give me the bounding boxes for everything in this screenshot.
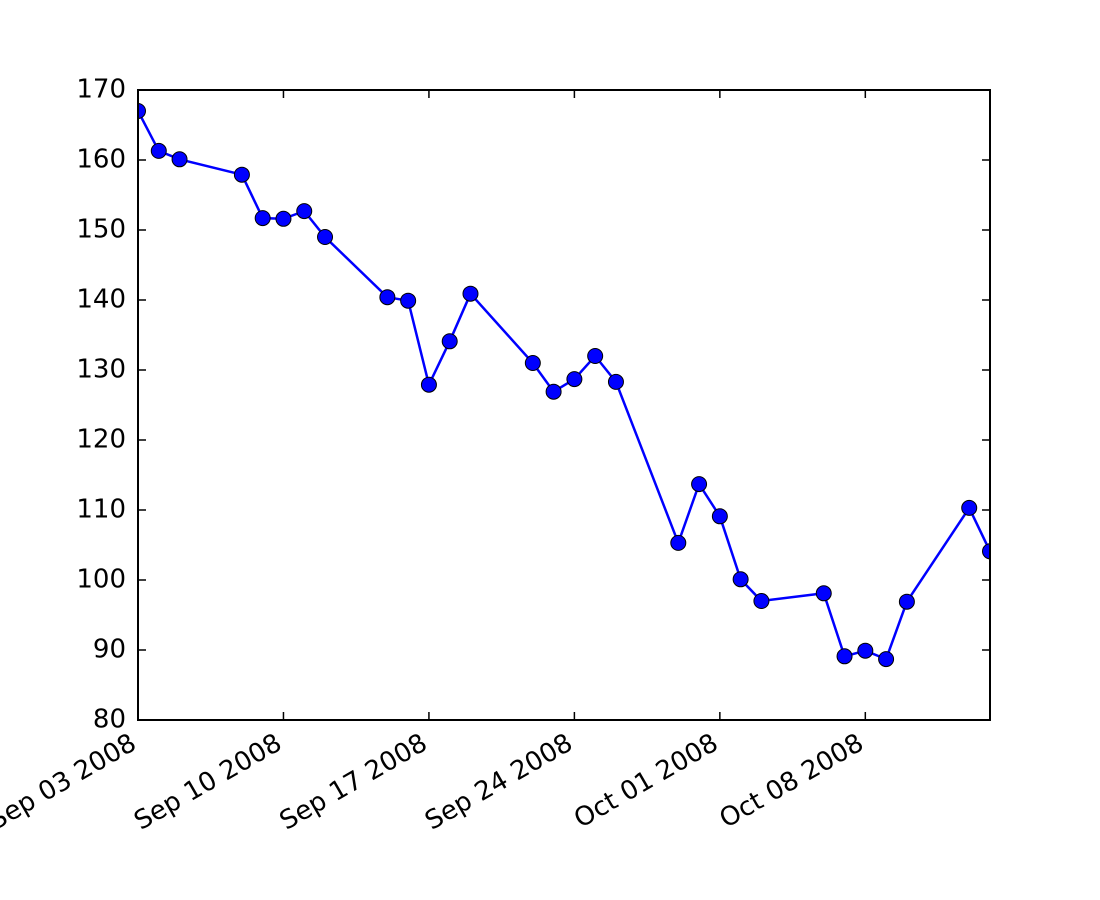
point xyxy=(138,103,146,119)
y-tick-label: 80 xyxy=(93,705,126,735)
point xyxy=(607,373,624,390)
point xyxy=(670,534,687,551)
plot-area xyxy=(138,103,990,668)
y-tick-label: 120 xyxy=(76,425,126,455)
y-tick-label: 110 xyxy=(76,495,126,525)
point xyxy=(753,593,770,609)
y-tick-label: 100 xyxy=(76,565,126,595)
y-tick-label: 170 xyxy=(76,75,126,105)
point xyxy=(275,210,292,227)
y-tick-label: 90 xyxy=(93,635,126,665)
point xyxy=(254,210,271,227)
point xyxy=(982,543,990,560)
y-tick-label: 150 xyxy=(76,215,126,245)
point xyxy=(836,648,853,665)
point xyxy=(857,642,874,659)
point xyxy=(961,499,978,516)
point xyxy=(524,355,541,371)
point xyxy=(400,292,417,309)
point xyxy=(711,508,728,525)
point xyxy=(420,376,437,393)
y-tick-label: 160 xyxy=(76,145,126,175)
point xyxy=(379,289,396,306)
point xyxy=(233,166,250,183)
point xyxy=(545,383,562,400)
point xyxy=(691,476,708,493)
point xyxy=(587,348,604,364)
point xyxy=(878,651,895,668)
point xyxy=(171,151,188,168)
point xyxy=(317,229,334,245)
point xyxy=(566,371,583,388)
point xyxy=(732,571,749,588)
point xyxy=(296,203,313,220)
y-tick-label: 130 xyxy=(76,355,126,385)
axes-frame xyxy=(137,89,991,721)
point xyxy=(150,142,167,159)
y-tick-label: 140 xyxy=(76,285,126,315)
point xyxy=(462,285,479,302)
point xyxy=(441,333,458,350)
point xyxy=(898,593,915,610)
point xyxy=(815,585,832,602)
